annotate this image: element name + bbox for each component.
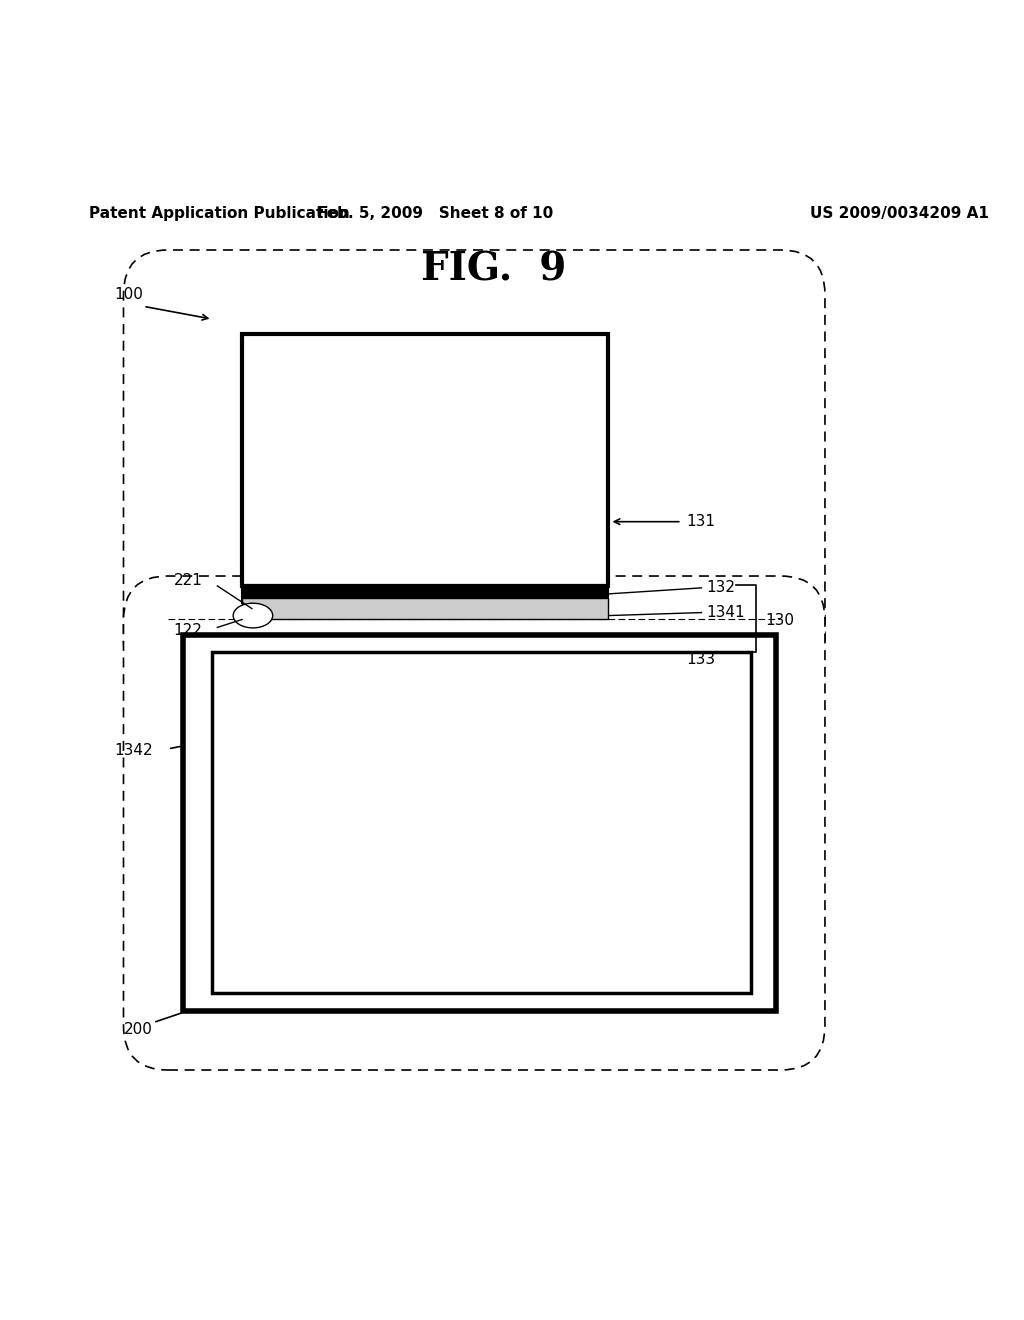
Text: 100: 100 [114,288,143,302]
Bar [242,598,607,619]
Text: 1342: 1342 [115,743,154,759]
FancyBboxPatch shape [124,249,825,685]
Text: US 2009/0034209 A1: US 2009/0034209 A1 [810,206,989,220]
Text: 133: 133 [687,652,716,668]
Ellipse shape [233,603,272,628]
Text: Patent Application Publication: Patent Application Publication [89,206,349,220]
Text: Feb. 5, 2009   Sheet 8 of 10: Feb. 5, 2009 Sheet 8 of 10 [316,206,553,220]
Text: 221: 221 [174,573,203,589]
Text: 130: 130 [766,612,795,628]
Bar [242,585,607,603]
Text: 132: 132 [707,581,735,595]
Bar [212,652,751,993]
Text: 200: 200 [124,1022,153,1038]
Text: 131: 131 [687,515,716,529]
Bar [242,334,607,586]
Text: 1341: 1341 [707,605,745,620]
Bar [182,635,775,1011]
Text: 122: 122 [174,623,203,638]
FancyBboxPatch shape [124,576,825,1071]
Text: FIG.  9: FIG. 9 [421,251,566,289]
